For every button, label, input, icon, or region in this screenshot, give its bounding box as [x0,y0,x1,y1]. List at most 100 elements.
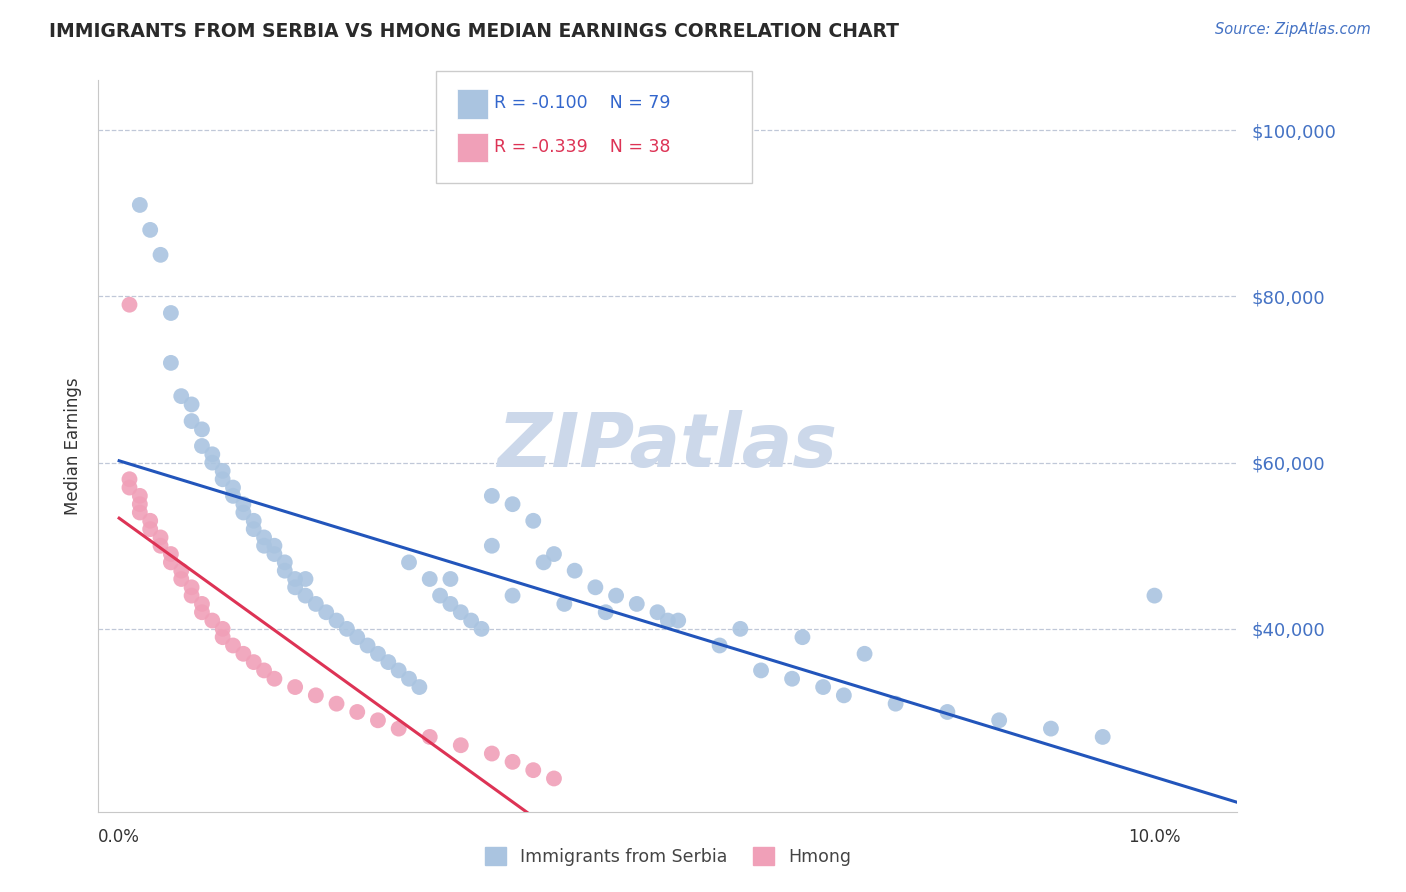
Point [605,589,627,603]
Point [626,597,648,611]
Point [160,356,183,370]
Point [749,664,772,678]
Point [315,605,337,619]
Point [160,306,183,320]
Point [346,630,368,644]
Point [325,614,347,628]
Point [274,555,297,569]
Point [305,597,328,611]
Point [346,705,368,719]
Point [170,572,193,586]
Point [666,614,689,628]
Point [180,414,202,428]
Point [170,389,193,403]
Text: 0.0%: 0.0% [98,829,141,847]
Point [232,506,254,520]
Point [139,522,162,536]
Text: ZIPatlas: ZIPatlas [498,409,838,483]
Point [595,605,617,619]
Point [429,589,451,603]
Point [253,530,276,544]
Text: R = -0.100    N = 79: R = -0.100 N = 79 [494,95,671,112]
Point [128,198,150,212]
Y-axis label: Median Earnings: Median Earnings [63,377,82,515]
Point [325,697,347,711]
Point [263,672,285,686]
Point [118,472,141,486]
Point [180,397,202,411]
Text: 10.0%: 10.0% [1128,829,1181,847]
Point [201,456,224,470]
Point [1091,730,1114,744]
Text: Source: ZipAtlas.com: Source: ZipAtlas.com [1215,22,1371,37]
Point [242,655,264,669]
Point [201,614,224,628]
Point [450,738,472,752]
Point [170,564,193,578]
Point [284,680,307,694]
Point [709,639,731,653]
Text: IMMIGRANTS FROM SERBIA VS HMONG MEDIAN EARNINGS CORRELATION CHART: IMMIGRANTS FROM SERBIA VS HMONG MEDIAN E… [49,22,900,41]
Point [450,605,472,619]
Point [936,705,959,719]
Point [780,672,803,686]
Point [853,647,876,661]
Point [242,522,264,536]
Point [160,547,183,561]
Point [263,539,285,553]
Point [522,763,544,777]
Point [232,497,254,511]
Point [388,722,411,736]
Point [481,489,503,503]
Point [481,539,503,553]
Point [191,605,214,619]
Point [388,664,411,678]
Point [191,597,214,611]
Point [139,514,162,528]
Point [522,514,544,528]
Point [284,580,307,594]
Point [118,298,141,312]
Point [377,655,399,669]
Point [336,622,359,636]
Point [884,697,907,711]
Point [408,680,430,694]
Point [118,481,141,495]
Point [439,572,461,586]
Point [128,506,150,520]
Point [242,514,264,528]
Point [160,555,183,569]
Point [470,622,492,636]
Point [211,630,233,644]
Point [201,447,224,461]
Point [367,647,389,661]
Point [398,672,420,686]
Point [294,589,316,603]
Point [274,564,297,578]
Point [191,439,214,453]
Point [232,647,254,661]
Point [222,489,245,503]
Point [533,555,555,569]
Point [180,580,202,594]
Point [657,614,679,628]
Point [543,772,565,786]
Text: R = -0.339    N = 38: R = -0.339 N = 38 [494,138,671,156]
Point [128,497,150,511]
Point [191,422,214,436]
Point [564,564,586,578]
Point [128,489,150,503]
Point [502,755,524,769]
Point [460,614,482,628]
Point [263,547,285,561]
Point [988,714,1011,728]
Point [419,572,441,586]
Point [356,639,378,653]
Point [149,248,172,262]
Point [305,689,328,703]
Point [294,572,316,586]
Point [792,630,814,644]
Point [1039,722,1062,736]
Point [253,664,276,678]
Point [180,589,202,603]
